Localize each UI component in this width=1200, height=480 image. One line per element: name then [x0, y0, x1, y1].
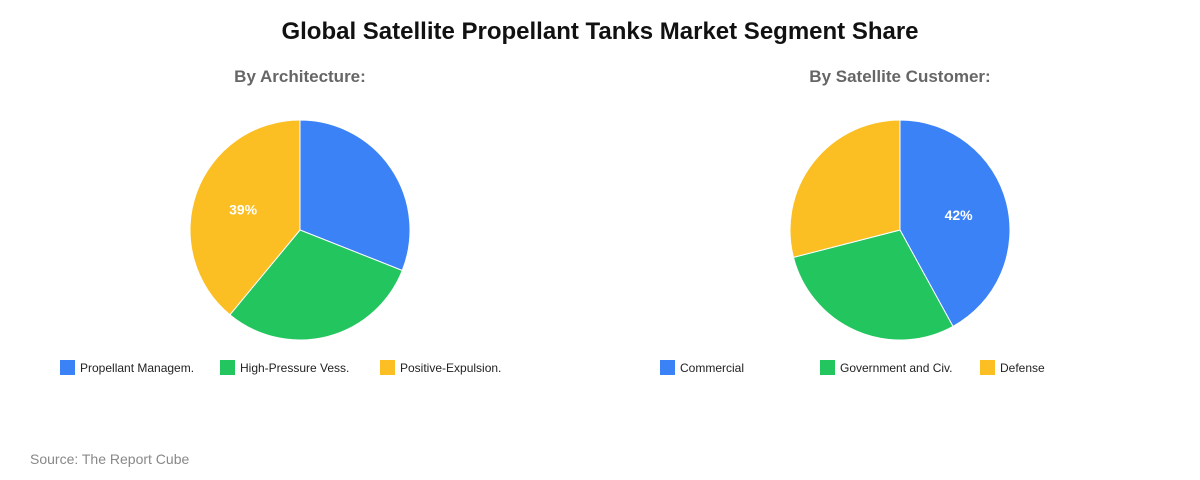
legend-swatch — [220, 360, 235, 375]
architecture-legend: Propellant Managem. High-Pressure Vess. … — [60, 360, 600, 380]
pie-slice-propellant-managem[interactable] — [299, 119, 411, 272]
customer-chart-title: By Satellite Customer: — [809, 67, 991, 86]
pie-slice-commercial[interactable] — [899, 119, 1011, 328]
customer-panel: By Satellite Customer: 42% Commercial Go… — [600, 60, 1200, 400]
legend-item-defense[interactable]: Defense — [980, 360, 1045, 375]
source-note: Source: The Report Cube — [30, 451, 190, 467]
chart-main-title: Global Satellite Propellant Tanks Market… — [281, 18, 919, 45]
legend-swatch — [380, 360, 395, 375]
legend-swatch — [660, 360, 675, 375]
legend-swatch — [980, 360, 995, 375]
legend-item-commercial[interactable]: Commercial — [660, 360, 744, 375]
legend-label: Defense — [1000, 360, 1045, 375]
customer-legend: Commercial Government and Civ. Defense — [660, 360, 1200, 380]
legend-item-government-civil[interactable]: Government and Civ. — [820, 360, 953, 375]
pie-slice-government-and-civ[interactable] — [792, 229, 954, 341]
legend-item-high-pressure-vessels[interactable]: High-Pressure Vess. — [220, 360, 349, 375]
architecture-panel: By Architecture: 39% Propellant Managem.… — [0, 60, 600, 400]
legend-item-propellant-management[interactable]: Propellant Managem. — [60, 360, 194, 375]
architecture-chart-title: By Architecture: — [234, 67, 366, 86]
pie-slice-positive-expulsion[interactable] — [189, 119, 301, 316]
legend-label: High-Pressure Vess. — [240, 360, 350, 375]
pie-data-label: 42% — [945, 207, 974, 223]
pie-slice-defense[interactable] — [789, 119, 901, 258]
legend-label: Propellant Managem. — [80, 360, 195, 375]
legend-swatch — [60, 360, 75, 375]
pie-data-label: 39% — [229, 202, 258, 218]
legend-label: Commercial — [680, 360, 745, 375]
legend-label: Positive-Expulsion. — [400, 360, 502, 375]
pie-slice-high-pressure-vess[interactable] — [229, 229, 403, 341]
legend-item-positive-expulsion[interactable]: Positive-Expulsion. — [380, 360, 501, 375]
customer-pie-chart: 42% — [789, 119, 1011, 341]
legend-label: Government and Civ. — [840, 360, 953, 375]
legend-swatch — [820, 360, 835, 375]
architecture-pie-chart: 39% — [189, 119, 411, 341]
